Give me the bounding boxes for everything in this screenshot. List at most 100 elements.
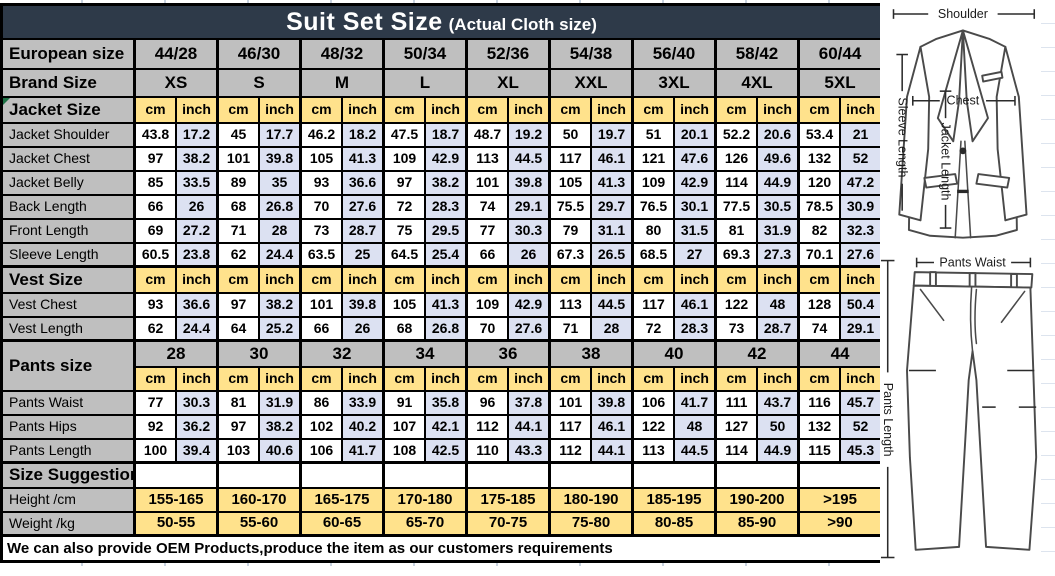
- unit-inch: inch: [258, 265, 302, 294]
- pants-size-cell: 32: [299, 339, 385, 368]
- inch-cell: 44.1: [507, 413, 551, 440]
- jacket-left-sleeve: [898, 45, 931, 222]
- unit-cm: cm: [133, 365, 177, 392]
- inch-cell: 47.6: [673, 145, 717, 172]
- cm-cell: 43.8: [133, 121, 177, 148]
- cm-cell: 68.5: [631, 241, 675, 268]
- inch-cell: 30.3: [507, 217, 551, 244]
- jacket-front-opening: [954, 140, 972, 239]
- unit-inch: inch: [424, 365, 468, 392]
- european-size-cell: 52/36: [465, 37, 551, 70]
- pants-length-label: Pants Length: [881, 383, 895, 457]
- cm-cell: 101: [299, 291, 343, 318]
- empty-cell: [796, 461, 883, 489]
- european-size-cell: 44/28: [133, 37, 219, 70]
- jacket-size-label: Jacket Size: [0, 95, 136, 124]
- inch-cell: 48: [673, 413, 717, 440]
- cm-cell: 112: [548, 437, 592, 464]
- inch-cell: 43.3: [507, 437, 551, 464]
- cm-cell: 106: [631, 389, 675, 416]
- size-chart-table: Suit Set Size (Actual Cloth size) Europea…: [0, 3, 884, 563]
- belt-loop: [929, 271, 937, 288]
- european-size-label: European size: [0, 37, 136, 70]
- unit-inch: inch: [507, 95, 551, 124]
- suggestion-cell: 180-190: [548, 486, 634, 513]
- unit-inch: inch: [341, 265, 385, 294]
- inch-cell: 18.7: [424, 121, 468, 148]
- inch-cell: 21: [839, 121, 883, 148]
- cm-cell: 80: [631, 217, 675, 244]
- inch-cell: 42.9: [424, 145, 468, 172]
- cm-cell: 77.5: [714, 193, 758, 220]
- empty-cell: [382, 461, 468, 489]
- brand-size-cell: L: [382, 67, 468, 98]
- cm-cell: 71: [216, 217, 260, 244]
- inch-cell: 45.3: [839, 437, 883, 464]
- inch-cell: 42.9: [507, 291, 551, 318]
- cm-cell: 132: [797, 413, 841, 440]
- cm-cell: 53.4: [797, 121, 841, 148]
- cm-cell: 114: [714, 437, 758, 464]
- row-label: Sleeve Length: [0, 241, 136, 268]
- unit-inch: inch: [424, 265, 468, 294]
- inch-cell: 19.2: [507, 121, 551, 148]
- cm-cell: 70: [299, 193, 343, 220]
- inch-cell: 25: [341, 241, 385, 268]
- cm-cell: 110: [465, 437, 509, 464]
- inch-cell: 36.2: [175, 413, 219, 440]
- inch-cell: 27: [673, 241, 717, 268]
- cm-cell: 116: [797, 389, 841, 416]
- inch-cell: 42.5: [424, 437, 468, 464]
- inch-cell: 38.2: [258, 291, 302, 318]
- vest-size-label: Vest Size: [0, 265, 136, 294]
- unit-cm: cm: [631, 265, 675, 294]
- size-suggestion-label: Size Suggestion: [0, 461, 136, 489]
- pants-size-label: Pants size: [0, 339, 136, 392]
- unit-cm: cm: [216, 365, 260, 392]
- inch-cell: 20.1: [673, 121, 717, 148]
- inch-cell: 52: [839, 145, 883, 172]
- inch-cell: 41.7: [341, 437, 385, 464]
- unit-inch: inch: [590, 265, 634, 294]
- jacket-length-label: Jacket Length: [939, 123, 953, 201]
- chest-label: Chest: [947, 94, 980, 108]
- empty-cell: [714, 461, 800, 489]
- inch-cell: 25.4: [424, 241, 468, 268]
- cm-cell: 113: [548, 291, 592, 318]
- unit-cm: cm: [714, 365, 758, 392]
- inch-cell: 36.6: [341, 169, 385, 196]
- suggestion-cell: 175-185: [465, 486, 551, 513]
- european-size-cell: 60/44: [796, 37, 883, 70]
- suggestion-cell: 155-165: [133, 486, 219, 513]
- inch-cell: 27.6: [839, 241, 883, 268]
- unit-inch: inch: [673, 95, 717, 124]
- jacket-left-lapel: [936, 29, 964, 143]
- unit-inch: inch: [673, 265, 717, 294]
- unit-inch: inch: [756, 365, 800, 392]
- european-size-cell: 48/32: [299, 37, 385, 70]
- unit-cm: cm: [299, 365, 343, 392]
- unit-inch: inch: [673, 365, 717, 392]
- empty-cell: [299, 461, 385, 489]
- row-label: Height /cm: [0, 486, 136, 513]
- suggestion-cell: 75-80: [548, 510, 634, 537]
- unit-inch: inch: [175, 95, 219, 124]
- shoulder-measure-line: [892, 9, 1036, 19]
- unit-cm: cm: [714, 265, 758, 294]
- cm-cell: 105: [548, 169, 592, 196]
- cm-cell: 115: [797, 437, 841, 464]
- brand-size-cell: S: [216, 67, 302, 98]
- inch-cell: 26: [341, 315, 385, 342]
- cm-cell: 109: [631, 169, 675, 196]
- inch-cell: 28.7: [341, 217, 385, 244]
- cm-cell: 97: [216, 413, 260, 440]
- pants-front-pockets: [919, 288, 1026, 324]
- cm-cell: 69: [133, 217, 177, 244]
- inch-cell: 43.7: [756, 389, 800, 416]
- inch-cell: 41.3: [424, 291, 468, 318]
- suggestion-cell: 60-65: [299, 510, 385, 537]
- cm-cell: 97: [133, 145, 177, 172]
- cm-cell: 66: [299, 315, 343, 342]
- inch-cell: 30.9: [839, 193, 883, 220]
- cm-cell: 102: [299, 413, 343, 440]
